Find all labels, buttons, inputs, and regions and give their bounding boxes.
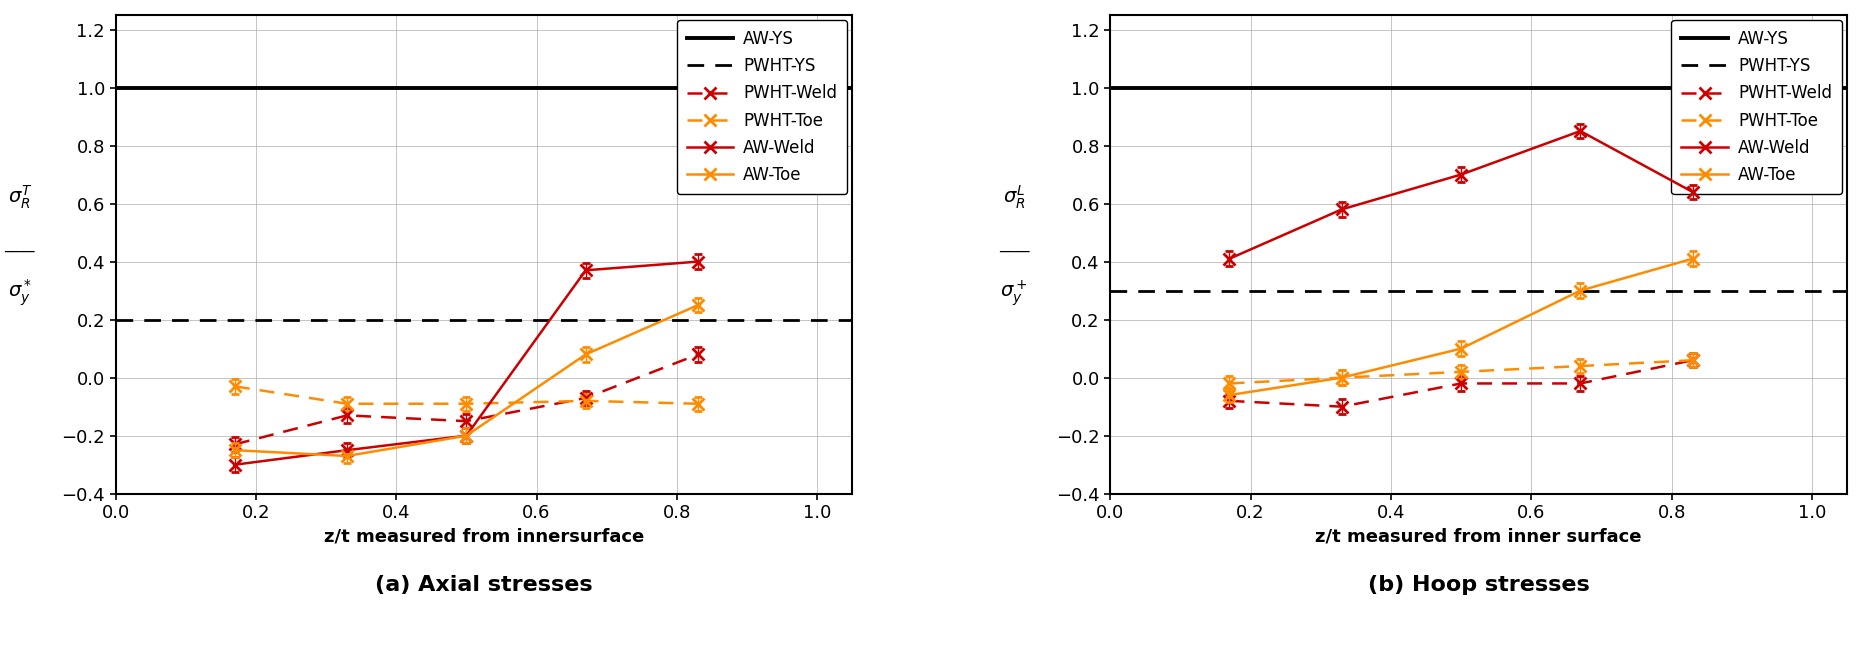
Text: (a) Axial stresses: (a) Axial stresses xyxy=(374,575,592,595)
Text: ____: ____ xyxy=(1000,237,1030,253)
X-axis label: z/t measured from inner surface: z/t measured from inner surface xyxy=(1315,528,1642,545)
Text: $\sigma_y^+$: $\sigma_y^+$ xyxy=(1000,277,1028,308)
Legend: AW-YS, PWHT-YS, PWHT-Weld, PWHT-Toe, AW-Weld, AW-Toe: AW-YS, PWHT-YS, PWHT-Weld, PWHT-Toe, AW-… xyxy=(676,20,847,194)
Text: $\sigma_R^T$: $\sigma_R^T$ xyxy=(7,183,32,210)
Legend: AW-YS, PWHT-YS, PWHT-Weld, PWHT-Toe, AW-Weld, AW-Toe: AW-YS, PWHT-YS, PWHT-Weld, PWHT-Toe, AW-… xyxy=(1672,20,1842,194)
Text: (b) Hoop stresses: (b) Hoop stresses xyxy=(1369,575,1590,595)
Text: ____: ____ xyxy=(4,237,35,253)
X-axis label: z/t measured from innersurface: z/t measured from innersurface xyxy=(324,528,644,545)
Text: $\sigma_y^*$: $\sigma_y^*$ xyxy=(7,277,32,308)
Text: $\sigma_R^L$: $\sigma_R^L$ xyxy=(1004,183,1026,210)
